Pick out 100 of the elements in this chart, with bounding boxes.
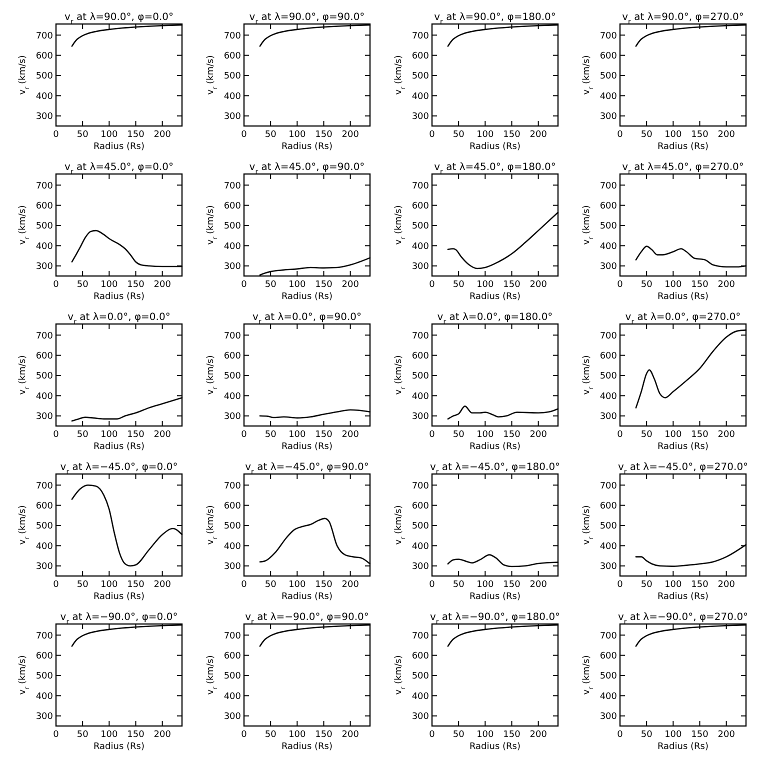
x-tick-label: 200: [718, 730, 736, 740]
y-tick-label: 600: [36, 51, 54, 62]
x-axis-title: Radius (Rs): [93, 592, 145, 602]
y-tick-label: 400: [224, 392, 242, 402]
y-tick-label: 400: [600, 92, 618, 102]
x-tick-label: 100: [476, 130, 494, 140]
y-tick-label: 700: [600, 631, 618, 642]
y-tick-label: 600: [224, 651, 242, 662]
x-axis-title: Radius (Rs): [657, 742, 709, 752]
x-tick-label: 150: [315, 280, 333, 290]
x-tick-label: 0: [429, 730, 436, 740]
x-tick-label: 50: [76, 430, 89, 440]
y-tick-label: 600: [600, 351, 618, 362]
x-tick-label: 200: [154, 430, 172, 440]
y-tick-label: 300: [600, 562, 618, 572]
x-tick-label: 150: [315, 730, 333, 740]
y-tick-label: 400: [36, 692, 54, 702]
x-tick-label: 0: [617, 430, 624, 440]
y-tick-label: 700: [600, 331, 618, 342]
x-axis-title: Radius (Rs): [657, 442, 709, 452]
x-tick-label: 100: [288, 130, 306, 140]
x-axis-title: Radius (Rs): [93, 742, 145, 752]
y-tick-label: 600: [224, 201, 242, 212]
y-tick-label: 400: [224, 692, 242, 702]
y-tick-label: 700: [412, 31, 430, 42]
x-tick-label: 150: [315, 580, 333, 590]
x-tick-label: 100: [100, 430, 118, 440]
y-tick-label: 600: [412, 51, 430, 62]
y-tick-label: 500: [412, 672, 430, 682]
x-tick-label: 0: [617, 130, 624, 140]
y-tick-label: 600: [36, 201, 54, 212]
y-tick-label: 400: [412, 242, 430, 252]
x-tick-label: 50: [452, 580, 465, 590]
x-tick-label: 150: [127, 430, 145, 440]
y-tick-label: 400: [600, 392, 618, 402]
y-tick-label: 500: [36, 522, 54, 532]
x-tick-label: 200: [718, 280, 736, 290]
y-tick-label: 400: [600, 242, 618, 252]
x-tick-label: 100: [100, 580, 118, 590]
x-tick-label: 200: [342, 130, 360, 140]
x-tick-label: 0: [429, 430, 436, 440]
x-axis-title: Radius (Rs): [93, 442, 145, 452]
y-tick-label: 600: [412, 351, 430, 362]
x-axis-title: Radius (Rs): [93, 142, 145, 152]
x-tick-label: 150: [691, 580, 709, 590]
y-tick-label: 500: [412, 372, 430, 382]
x-tick-label: 50: [640, 280, 653, 290]
x-tick-label: 50: [264, 130, 277, 140]
x-tick-label: 200: [154, 280, 172, 290]
y-tick-label: 400: [36, 242, 54, 252]
x-tick-label: 50: [264, 280, 277, 290]
y-tick-label: 300: [224, 712, 242, 722]
x-tick-label: 100: [288, 430, 306, 440]
y-tick-label: 700: [412, 331, 430, 342]
x-axis-title: Radius (Rs): [657, 292, 709, 302]
x-tick-label: 200: [718, 130, 736, 140]
x-tick-label: 100: [288, 730, 306, 740]
x-tick-label: 50: [452, 430, 465, 440]
y-tick-label: 600: [36, 501, 54, 512]
x-tick-label: 0: [53, 430, 60, 440]
y-tick-label: 600: [412, 651, 430, 662]
y-tick-label: 400: [36, 392, 54, 402]
y-tick-label: 300: [224, 412, 242, 422]
y-tick-label: 300: [36, 712, 54, 722]
x-tick-label: 100: [476, 730, 494, 740]
x-tick-label: 50: [640, 580, 653, 590]
x-tick-label: 50: [452, 730, 465, 740]
y-tick-label: 700: [224, 31, 242, 42]
y-tick-label: 500: [224, 72, 242, 82]
y-tick-label: 600: [412, 501, 430, 512]
x-tick-label: 100: [288, 580, 306, 590]
y-tick-label: 300: [412, 562, 430, 572]
y-tick-label: 700: [36, 31, 54, 42]
x-axis-title: Radius (Rs): [469, 292, 521, 302]
y-tick-label: 500: [36, 672, 54, 682]
x-tick-label: 100: [476, 280, 494, 290]
x-tick-label: 150: [503, 730, 521, 740]
y-tick-label: 300: [412, 112, 430, 122]
y-tick-label: 500: [412, 222, 430, 232]
y-tick-label: 500: [36, 372, 54, 382]
x-axis-title: Radius (Rs): [469, 592, 521, 602]
x-tick-label: 50: [452, 280, 465, 290]
x-tick-label: 100: [100, 280, 118, 290]
y-tick-label: 500: [36, 72, 54, 82]
x-tick-label: 100: [664, 430, 682, 440]
y-tick-label: 300: [600, 262, 618, 272]
y-tick-label: 300: [36, 112, 54, 122]
y-tick-label: 300: [600, 112, 618, 122]
x-axis-title: Radius (Rs): [657, 142, 709, 152]
y-tick-label: 300: [224, 112, 242, 122]
x-tick-label: 0: [53, 580, 60, 590]
y-tick-label: 500: [224, 672, 242, 682]
y-tick-label: 400: [224, 92, 242, 102]
y-tick-label: 300: [412, 262, 430, 272]
y-tick-label: 600: [224, 351, 242, 362]
y-tick-label: 700: [412, 181, 430, 192]
x-tick-label: 50: [76, 730, 89, 740]
x-tick-label: 200: [530, 730, 548, 740]
y-tick-label: 400: [36, 542, 54, 552]
y-tick-label: 700: [36, 181, 54, 192]
